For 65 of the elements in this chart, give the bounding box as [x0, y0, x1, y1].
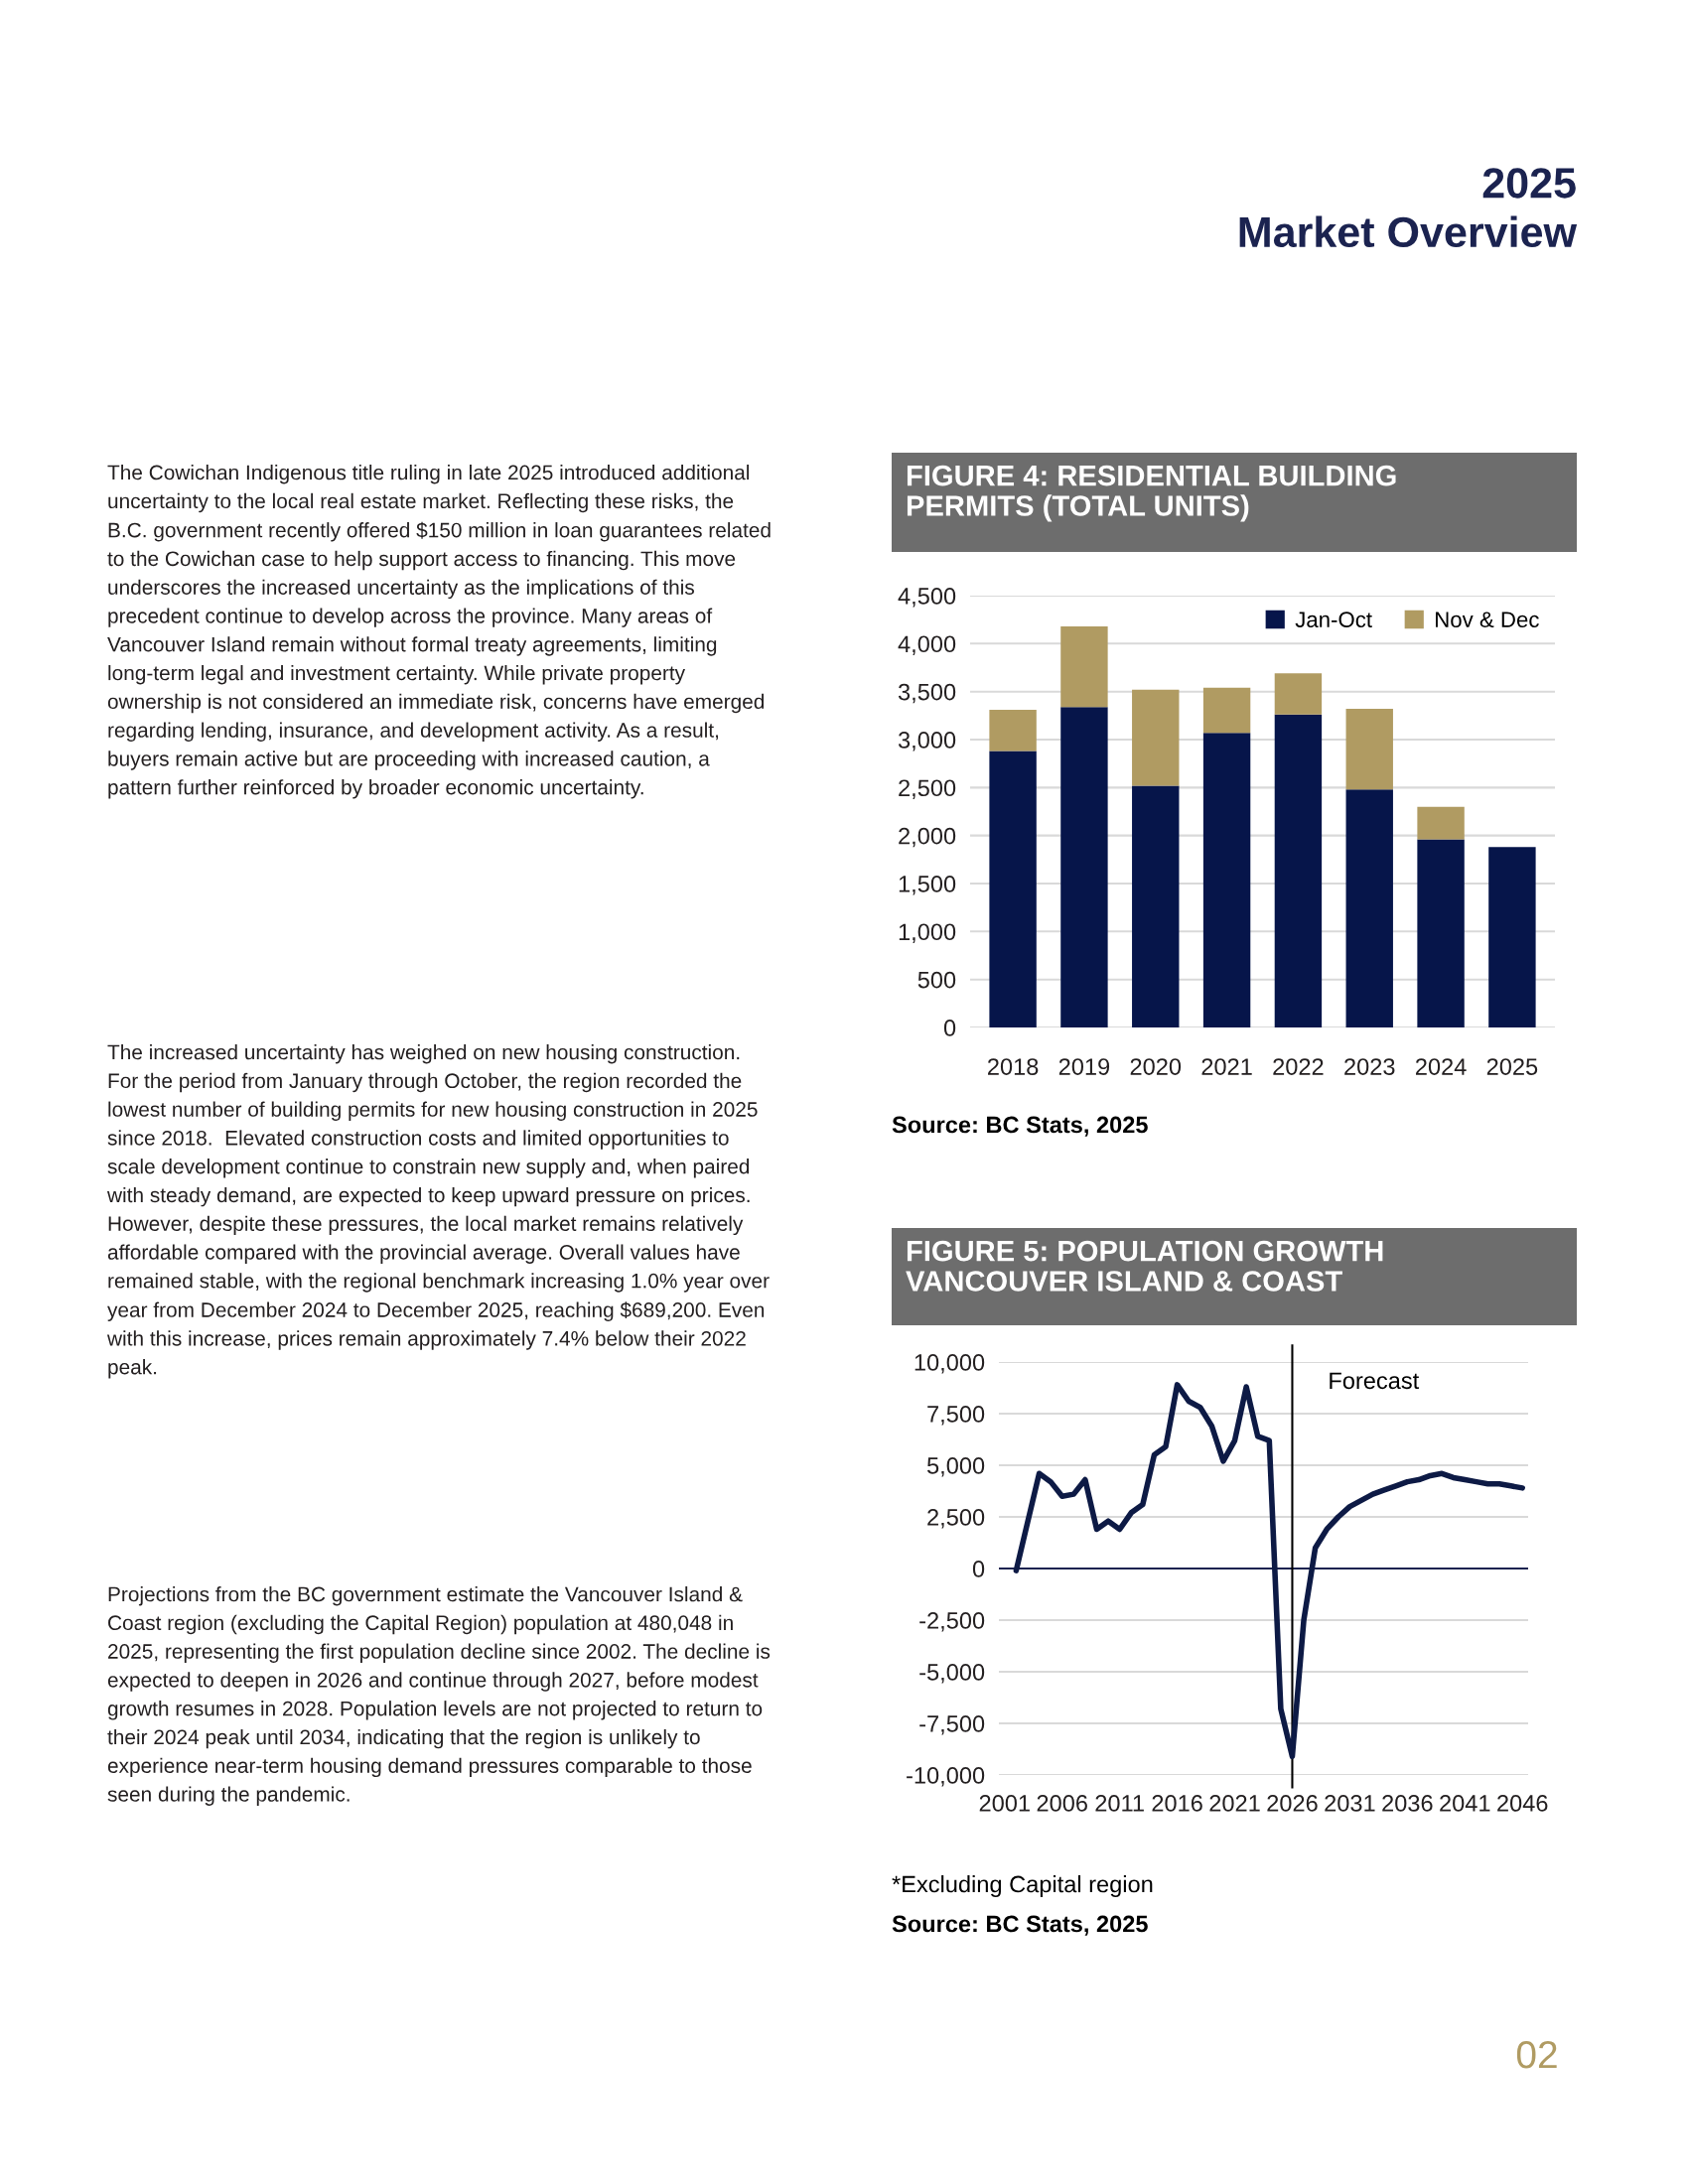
x-tick-label: 2041	[1440, 1795, 1490, 1812]
y-tick-label: -5,000	[919, 1664, 985, 1684]
text: 02	[1516, 2040, 1557, 2069]
bar	[1488, 847, 1536, 1027]
ref-line-label: Forecast	[1330, 1372, 1420, 1390]
text: The increased uncertainty has weighed on new housing construction. For the period from January through October, the region recorded the lowest number of building permits for new housing construction in 2025 since 2018. Elevated construction costs and limited opportunities to scale development continue to constrain new supply and, when paired with steady demand, are expected to keep upward pressure on prices. However, despite these pressures, the local market remains relatively affordable compared with the provincial average. Overall values have remained stable, with the regional benchmark increasing 1.0% year over year from December 2024 to December 2025, reaching $689,200. Even with this increase, prices remain approximately 7.4% below their 2022 peak.	[106, 1044, 770, 1379]
y-tick-label: 4,500	[898, 588, 956, 608]
x-tick-label: 2021	[1209, 1795, 1260, 1812]
x-tick-label: 2023	[1344, 1058, 1395, 1075]
chart-title: FIGURE 5: POPULATION GROWTH VANCOUVER ISLAND & COAST	[906, 1240, 1383, 1292]
y-tick-label: 10,000	[914, 1354, 985, 1374]
x-tick-label: 2019	[1058, 1058, 1110, 1075]
bar	[1345, 789, 1393, 1027]
y-tick-label: 3,500	[898, 683, 956, 704]
y-tick-label: 2,500	[899, 779, 956, 799]
bar	[1417, 839, 1465, 1027]
y-tick-label: 2,500	[927, 1509, 985, 1529]
text: 2025 Market Overview	[1239, 168, 1578, 248]
x-tick-label: 2021	[1201, 1058, 1252, 1075]
x-tick-label: 2025	[1486, 1058, 1538, 1075]
chart-title: FIGURE 4: RESIDENTIAL BUILDING PERMITS (TOTAL UNITS)	[907, 465, 1396, 522]
text: The Cowichan Indigenous title ruling in late 2025 introduced additional uncertainty to the local real estate market. Reflecting these risks, the B.C. government recently offered $150 million in loan guarantees related to the Cowichan case to help support access to financing. This move underscores the increased uncertainty as the implications of this precedent continue to develop across the province. Many areas of Vancouver Island remain without formal treaty agreements, limiting long-term legal and investment certainty. While private property ownership is not considered an immediate risk, concerns have emerged regarding lending, insurance, and development activity. As a result, buyers remain active but are proceeding with increased caution, a pattern further reinforced by broader economic uncertainty.	[107, 465, 771, 799]
bar	[1417, 806, 1465, 840]
y-tick-label: 3,000	[898, 732, 956, 751]
bar	[1274, 714, 1323, 1027]
x-tick-label: 2018	[988, 1058, 1039, 1075]
x-tick-label: 2036	[1382, 1795, 1433, 1812]
text: *Excluding Capital region	[892, 1874, 1153, 1898]
bar	[1202, 733, 1251, 1027]
x-tick-label: 2022	[1273, 1058, 1324, 1075]
text: Projections from the BC government estimate the Vancouver Island & Coast region (excluding the Capital Region) population at 480,048 in 2025, representing the first population decline since 2002. The decline is expected to deepen in 2026 and continue through 2027, before modest growth resumes in 2028. Population levels are not projected to return to their 2024 peak until 2034, indicating that the region is unlikely to experience near-term housing demand pressures comparable to those seen during the pandemic.	[107, 1586, 771, 1806]
bar	[989, 751, 1037, 1027]
y-tick-label: 5,000	[926, 1457, 985, 1477]
x-tick-label: 2026	[1267, 1795, 1318, 1812]
x-tick-label: 2024	[1416, 1058, 1467, 1075]
x-tick-label: 2046	[1497, 1795, 1548, 1812]
source-note: Source: BC Stats, 2025	[892, 1116, 1148, 1137]
y-tick-label: -10,000	[907, 1767, 985, 1787]
x-tick-label: 2020	[1130, 1058, 1182, 1075]
y-tick-label: 7,500	[927, 1406, 985, 1426]
bar	[1132, 689, 1180, 786]
y-tick-label: -2,500	[919, 1612, 985, 1632]
x-tick-label: 2011	[1095, 1795, 1144, 1812]
y-tick-label: 1,000	[899, 923, 956, 943]
legend-label: Jan-Oct	[1295, 612, 1372, 627]
y-tick-label: 4,000	[898, 635, 956, 655]
x-tick-label: 2001	[979, 1795, 1030, 1812]
y-tick-label: 0	[943, 1020, 956, 1036]
bar	[989, 710, 1037, 751]
bar	[1132, 785, 1180, 1027]
bar	[1345, 709, 1393, 790]
x-tick-label: 2006	[1037, 1795, 1087, 1812]
y-tick-label: 0	[972, 1561, 985, 1577]
y-tick-label: 500	[917, 971, 956, 989]
source-note: Source: BC Stats, 2025	[892, 1915, 1148, 1936]
bar	[1060, 625, 1108, 708]
y-tick-label: 2,000	[899, 827, 956, 848]
bar	[1060, 707, 1108, 1027]
bar	[1274, 673, 1323, 715]
legend-label: Nov & Dec	[1436, 612, 1539, 627]
bar	[1202, 687, 1251, 734]
x-tick-label: 2031	[1325, 1795, 1375, 1812]
y-tick-label: -7,500	[919, 1715, 985, 1735]
x-tick-label: 2016	[1152, 1795, 1202, 1812]
y-tick-label: 1,500	[899, 876, 956, 895]
